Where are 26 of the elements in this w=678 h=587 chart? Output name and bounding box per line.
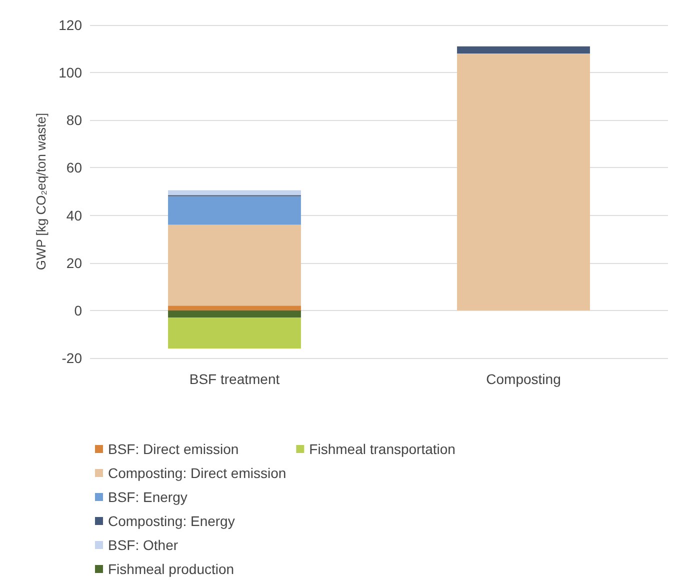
legend-label: BSF: Other: [108, 537, 178, 553]
y-tick-label: 100: [58, 64, 82, 81]
legend-label: Composting: Energy: [108, 513, 235, 529]
x-tick-label: Composting: [486, 371, 561, 387]
legend-label: BSF: Energy: [108, 489, 188, 505]
bar: [457, 46, 590, 54]
y-tick-label: 80: [66, 112, 82, 128]
y-tick-label: 0: [74, 302, 82, 318]
legend-label: Fishmeal transportation: [309, 441, 456, 457]
bar: [168, 224, 301, 306]
bar: [168, 196, 301, 225]
y-axis-title: GWP [kg CO₂eq/ton waste]: [34, 112, 49, 270]
legend-label: BSF: Direct emission: [108, 441, 239, 457]
y-tick-label: 60: [66, 160, 82, 176]
y-tick-label: -20: [62, 350, 82, 366]
x-tick-label: BSF treatment: [189, 371, 280, 387]
bar: [168, 318, 301, 348]
y-tick-label: 40: [66, 207, 82, 224]
y-tick-label: 120: [58, 17, 82, 33]
bar: [168, 190, 301, 196]
legend-label: Composting: Direct emission: [108, 465, 286, 481]
bar: [168, 306, 301, 310]
bar: [457, 54, 590, 310]
y-tick-label: 20: [66, 254, 82, 271]
legend-label: Fishmeal production: [108, 561, 234, 577]
bar: [168, 310, 301, 318]
